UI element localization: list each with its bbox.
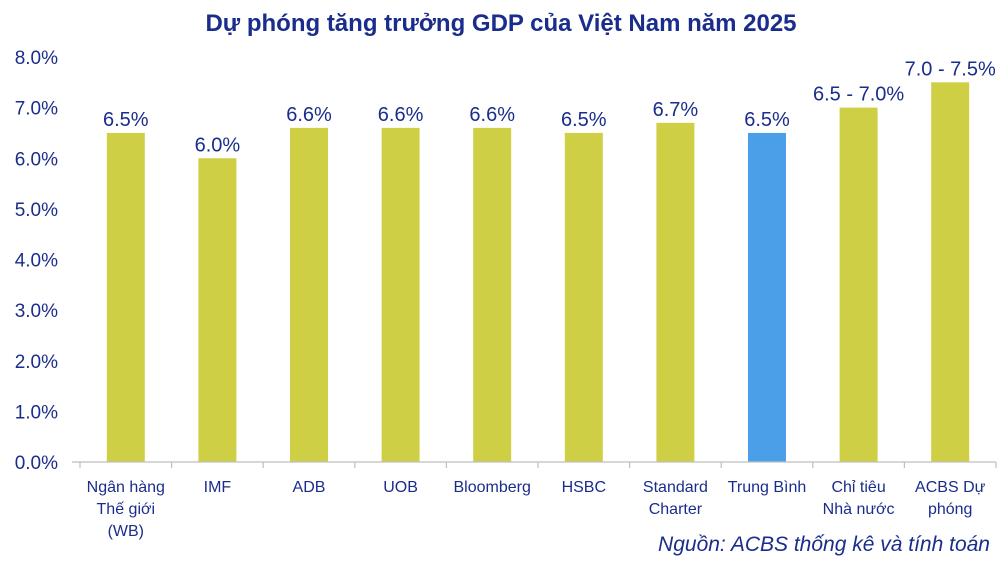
category-label: IMF xyxy=(204,479,232,496)
category-label: Standard Charter xyxy=(643,479,708,518)
bar xyxy=(290,127,328,462)
category-label: ADB xyxy=(293,479,326,496)
data-labels: 6.5% 6.0% 6.6% 6.6% 6.6% 6.5% 6.7% 6.5% 6.5 - 7.… xyxy=(103,58,996,156)
category-labels: Ngân hàng Thế giới (WB) IMF ADB UOB Bloomberg H… xyxy=(87,479,986,540)
bar xyxy=(656,122,695,462)
data-label: 6.6% xyxy=(378,104,424,126)
category-label: Trung Bình xyxy=(728,479,807,496)
y-tick-label: 4.0% xyxy=(15,251,58,272)
data-label: 6.7% xyxy=(653,99,699,121)
chart-title: Dự phóng tăng trưởng GDP của Việt Nam nă… xyxy=(205,10,797,37)
bar xyxy=(839,107,878,462)
source-note: Nguồn: ACBS thống kê và tính toán xyxy=(658,533,990,556)
category-label: UOB xyxy=(383,479,418,496)
data-label: 7.0 - 7.5% xyxy=(905,58,996,80)
category-label: Bloomberg xyxy=(454,479,531,496)
y-tick-label: 7.0% xyxy=(15,99,58,120)
bar xyxy=(106,132,145,462)
category-label: HSBC xyxy=(562,479,606,496)
y-tick-label: 6.0% xyxy=(15,149,58,170)
y-tick-label: 2.0% xyxy=(15,352,58,373)
bar xyxy=(564,132,603,462)
category-label: Chỉ tiêu Nhà nước xyxy=(823,479,895,518)
data-label: 6.5 - 7.0% xyxy=(813,84,904,106)
y-tick-label: 1.0% xyxy=(15,402,58,423)
category-label: Ngân hàng Thế giới (WB) xyxy=(87,479,165,540)
y-tick-label: 8.0% xyxy=(15,48,58,69)
data-label: 6.0% xyxy=(195,134,241,156)
y-axis-ticks: 0.0% 1.0% 2.0% 3.0% 4.0% 5.0% 6.0% 7.0% 8.0% xyxy=(15,48,58,474)
x-axis xyxy=(72,461,997,468)
bar xyxy=(748,132,786,462)
data-label: 6.5% xyxy=(744,109,790,131)
data-label: 6.6% xyxy=(469,104,515,126)
data-label: 6.6% xyxy=(286,104,332,126)
y-tick-label: 5.0% xyxy=(15,200,58,221)
bar xyxy=(198,158,237,462)
data-label: 6.5% xyxy=(561,109,607,131)
data-label: 6.5% xyxy=(103,109,149,131)
bars xyxy=(106,82,970,462)
y-tick-label: 3.0% xyxy=(15,301,58,322)
bar xyxy=(473,127,512,462)
category-label: ACBS Dự phóng xyxy=(915,479,986,518)
bar xyxy=(381,127,420,462)
bar xyxy=(931,82,970,462)
y-tick-label: 0.0% xyxy=(15,453,58,474)
